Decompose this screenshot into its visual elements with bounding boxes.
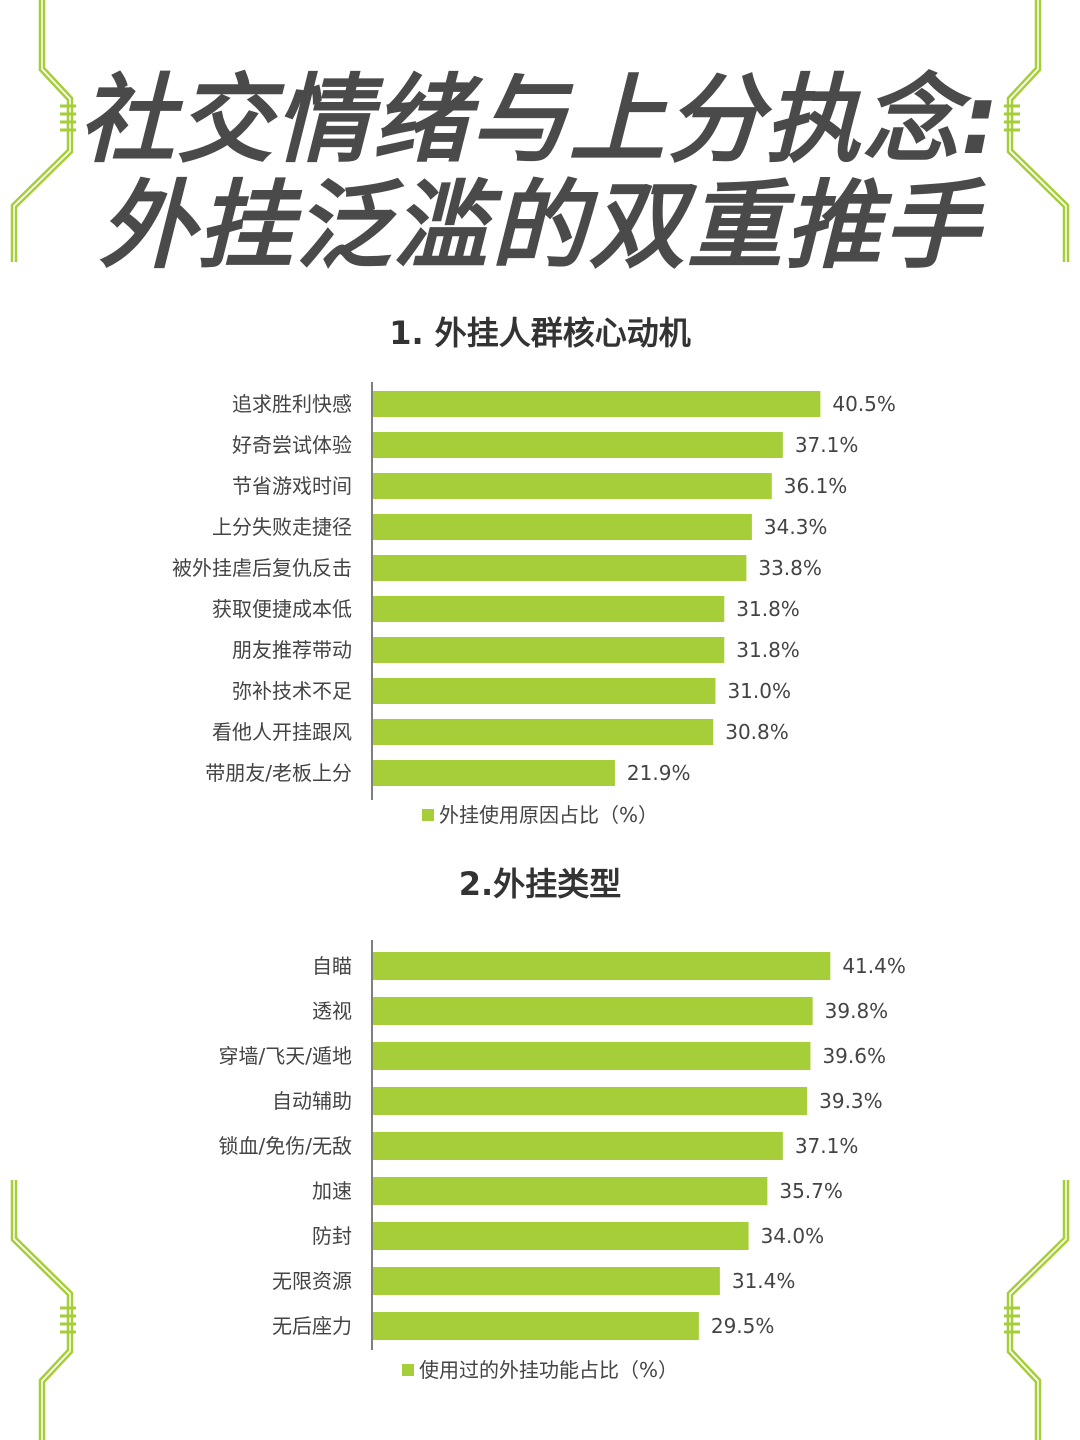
category-label: 带朋友/老板上分 <box>205 761 352 785</box>
page-title-line-1: 社交情绪与上分执念: <box>78 64 1002 176</box>
bar <box>373 637 725 663</box>
category-label: 弥补技术不足 <box>232 679 352 703</box>
category-label: 透视 <box>312 999 352 1023</box>
bar <box>373 596 725 622</box>
chart-2-legend: 使用过的外挂功能占比（%） <box>0 1357 1080 1383</box>
category-label: 无后座力 <box>272 1314 352 1338</box>
chart-1-title: 1. 外挂人群核心动机 <box>389 314 691 352</box>
page-title-line-2: 外挂泛滥的双重推手 <box>99 170 981 282</box>
value-label: 40.5% <box>832 392 896 416</box>
value-label: 35.7% <box>779 1179 843 1203</box>
value-label: 31.8% <box>736 597 800 621</box>
category-label: 无限资源 <box>272 1269 352 1293</box>
value-label: 31.4% <box>732 1269 796 1293</box>
value-label: 34.3% <box>764 515 828 539</box>
chart-2-legend-label: 使用过的外挂功能占比（%） <box>418 1358 678 1382</box>
chart-1-legend-label: 外挂使用原因占比（%） <box>438 803 658 827</box>
value-label: 30.8% <box>725 720 789 744</box>
value-label: 37.1% <box>795 433 859 457</box>
bar <box>373 1222 749 1250</box>
bar <box>373 952 831 980</box>
value-label: 39.3% <box>819 1089 883 1113</box>
value-label: 39.8% <box>825 999 889 1023</box>
bar <box>373 1087 808 1115</box>
chart-2-cheat-types: 自瞄 41.4% 透视 39.8% 穿墙/飞天/遁地 39.6% 自动辅助 39.3% 锁血/免… <box>219 940 906 1350</box>
legend-swatch <box>401 1364 414 1376</box>
category-label: 被外挂虐后复仇反击 <box>172 556 352 580</box>
chart-1-motivations: 追求胜利快感 40.5% 好奇尝试体验 37.1% 节省游戏时间 36.1% 上分失败走捷径… <box>172 382 896 800</box>
value-label: 29.5% <box>711 1314 775 1338</box>
bar <box>373 1042 811 1070</box>
category-label: 防封 <box>312 1224 352 1248</box>
bar <box>373 678 716 704</box>
bar <box>373 432 783 458</box>
bar <box>373 1267 720 1295</box>
value-label: 21.9% <box>627 761 691 785</box>
category-label: 获取便捷成本低 <box>212 597 352 621</box>
legend-swatch <box>421 809 434 821</box>
value-label: 31.0% <box>727 679 791 703</box>
bar <box>373 997 813 1025</box>
bar <box>373 760 615 786</box>
bar <box>373 719 714 745</box>
category-label: 节省游戏时间 <box>232 474 352 498</box>
category-label: 自动辅助 <box>272 1089 352 1113</box>
value-label: 41.4% <box>842 954 906 978</box>
value-label: 34.0% <box>761 1224 825 1248</box>
bar <box>373 514 752 540</box>
value-label: 31.8% <box>736 638 800 662</box>
bar <box>373 1132 783 1160</box>
value-label: 33.8% <box>758 556 822 580</box>
chart-2-title: 2.外挂类型 <box>458 865 622 903</box>
category-label: 锁血/免伤/无敌 <box>219 1134 352 1158</box>
category-label: 朋友推荐带动 <box>232 638 352 662</box>
value-label: 39.6% <box>822 1044 886 1068</box>
chart-1-legend: 外挂使用原因占比（%） <box>0 802 1080 828</box>
bar <box>373 1312 699 1340</box>
category-label: 好奇尝试体验 <box>232 433 352 457</box>
category-label: 追求胜利快感 <box>232 392 352 416</box>
bar <box>373 473 772 499</box>
bar <box>373 1177 768 1205</box>
category-label: 看他人开挂跟风 <box>212 720 352 744</box>
category-label: 自瞄 <box>312 954 352 978</box>
category-label: 上分失败走捷径 <box>212 515 352 539</box>
bar <box>373 555 747 581</box>
category-label: 穿墙/飞天/遁地 <box>219 1044 352 1068</box>
value-label: 36.1% <box>784 474 848 498</box>
category-label: 加速 <box>312 1179 352 1203</box>
bar <box>373 391 821 417</box>
value-label: 37.1% <box>795 1134 859 1158</box>
